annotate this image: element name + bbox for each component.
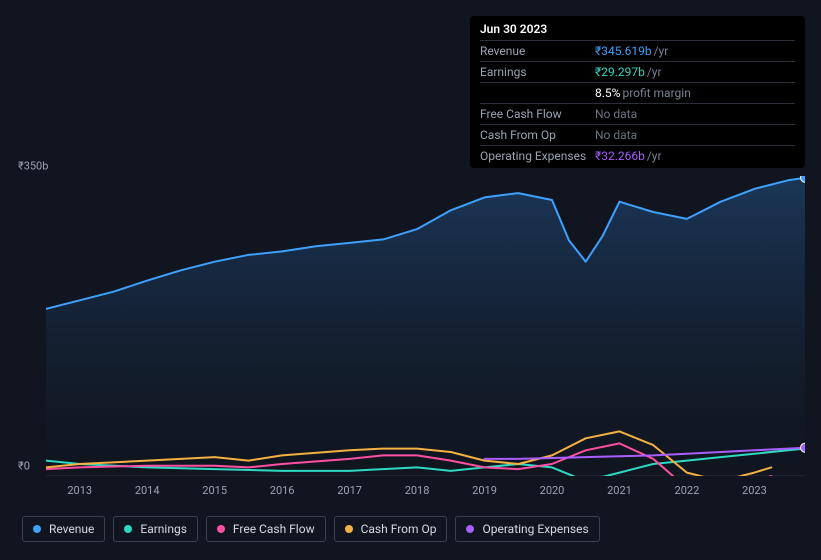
x-axis: 2013 2014 2015 2016 2017 2018 2019 2020 2021 2022… — [46, 484, 805, 500]
legend-item[interactable]: Free Cash Flow — [206, 516, 326, 542]
xtick: 2021 — [607, 484, 632, 497]
legend-label: Cash From Op — [361, 522, 437, 536]
tooltip-row-suffix: /yr — [647, 65, 662, 79]
tooltip-row: Earnings₹29.297b /yr — [480, 61, 795, 82]
legend-dot — [345, 525, 353, 533]
tooltip-row-value: No data — [595, 107, 637, 121]
chart-tooltip: Jun 30 2023 Revenue₹345.619b /yrEarnings… — [470, 16, 805, 168]
legend-item[interactable]: Revenue — [22, 516, 105, 542]
legend-item[interactable]: Cash From Op — [334, 516, 448, 542]
tooltip-row-label: Cash From Op — [480, 128, 595, 142]
tooltip-row-suffix: profit margin — [622, 86, 690, 100]
tooltip-row-value: ₹29.297b — [595, 65, 645, 79]
legend-label: Revenue — [49, 522, 94, 536]
tooltip-row: Revenue₹345.619b /yr — [480, 40, 795, 61]
xtick: 2022 — [675, 484, 700, 497]
tooltip-row-label: Revenue — [480, 44, 595, 58]
tooltip-row-label: Earnings — [480, 65, 595, 79]
xtick: 2018 — [405, 484, 430, 497]
tooltip-row: Free Cash FlowNo data — [480, 103, 795, 124]
legend-label: Operating Expenses — [482, 522, 588, 536]
legend-dot — [33, 525, 41, 533]
tooltip-row-suffix: /yr — [654, 44, 669, 58]
tooltip-rows: Revenue₹345.619b /yrEarnings₹29.297b /yr… — [480, 40, 795, 166]
xtick: 2013 — [67, 484, 92, 497]
legend-item[interactable]: Earnings — [113, 516, 198, 542]
ytick-350: ₹350b — [18, 160, 48, 173]
xtick: 2014 — [135, 484, 160, 497]
tooltip-row-value: 8.5% — [595, 86, 620, 100]
chart-svg — [46, 176, 805, 476]
xtick: 2016 — [270, 484, 295, 497]
xtick: 2023 — [742, 484, 767, 497]
legend-dot — [124, 525, 132, 533]
legend-label: Free Cash Flow — [233, 522, 315, 536]
legend: Revenue Earnings Free Cash Flow Cash From O… — [22, 516, 600, 542]
xtick: 2015 — [202, 484, 227, 497]
ytick-0: ₹0 — [18, 460, 30, 473]
xtick: 2020 — [540, 484, 565, 497]
tooltip-row: 8.5% profit margin — [480, 82, 795, 103]
legend-dot — [466, 525, 474, 533]
tooltip-row-value: ₹345.619b — [595, 44, 652, 58]
legend-item[interactable]: Operating Expenses — [455, 516, 599, 542]
tooltip-row-value: No data — [595, 128, 637, 142]
chart-area: ₹350b ₹0 — [18, 160, 805, 480]
xtick: 2019 — [472, 484, 497, 497]
legend-dot — [217, 525, 225, 533]
tooltip-row-label: Free Cash Flow — [480, 107, 595, 121]
legend-label: Earnings — [140, 522, 187, 536]
chart-plot[interactable] — [46, 176, 805, 476]
xtick: 2017 — [337, 484, 362, 497]
tooltip-date: Jun 30 2023 — [480, 22, 795, 40]
tooltip-row: Cash From OpNo data — [480, 124, 795, 145]
